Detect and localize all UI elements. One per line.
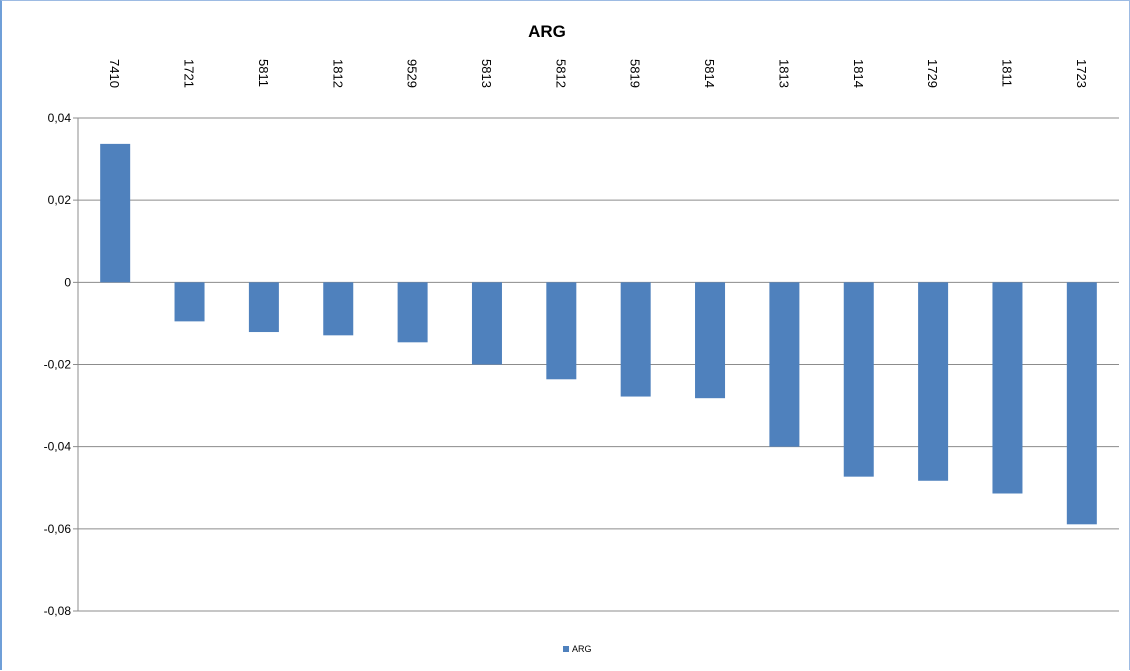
x-tick-label: 1723: [1074, 59, 1089, 88]
x-axis-labels: 7410 1721 5811 1812 9529 5813 5812 5819 5814 1813…: [107, 59, 1089, 88]
bar: [100, 143, 131, 283]
y-tick-label: 0: [64, 275, 71, 289]
bar: [695, 282, 726, 399]
bar: [546, 282, 577, 380]
x-tick-label: 1811: [999, 59, 1014, 87]
y-tick-label: -0,08: [44, 604, 72, 618]
x-tick-label: 5813: [479, 59, 494, 88]
y-tick-label: -0,06: [44, 522, 72, 536]
bar: [323, 282, 354, 336]
x-tick-label: 5812: [553, 59, 568, 88]
bar: [248, 282, 279, 333]
bars: [100, 143, 1097, 525]
bar: [174, 282, 205, 322]
x-tick-label: 1729: [925, 59, 940, 88]
bar: [471, 282, 502, 365]
x-tick-label: 1814: [851, 59, 866, 88]
y-tick-label: 0,02: [48, 193, 72, 207]
gridlines: [73, 117, 1119, 612]
bar: [918, 282, 949, 481]
bar: [620, 282, 651, 397]
legend: ARG: [563, 644, 592, 654]
legend-swatch: [563, 646, 569, 652]
x-tick-label: 7410: [107, 59, 122, 88]
y-tick-label: 0,04: [48, 111, 72, 125]
x-tick-label: 9529: [405, 59, 420, 88]
y-axis-labels: 0,04 0,02 0 -0,02 -0,04 -0,06 -0,08: [44, 111, 72, 618]
legend-label: ARG: [572, 644, 592, 654]
x-tick-label: 1721: [182, 59, 197, 88]
x-tick-label: 1812: [330, 59, 345, 88]
x-tick-label: 1813: [776, 59, 791, 88]
y-tick-label: -0,04: [44, 440, 72, 454]
bar: [992, 282, 1023, 494]
x-tick-label: 5811: [256, 59, 271, 87]
x-tick-label: 5814: [702, 59, 717, 88]
bar: [1066, 282, 1097, 525]
y-tick-label: -0,02: [44, 358, 72, 372]
x-tick-label: 5819: [628, 59, 643, 88]
bar: [843, 282, 874, 477]
bar: [397, 282, 428, 343]
chart-title: ARG: [528, 22, 566, 41]
bar: [769, 282, 800, 447]
